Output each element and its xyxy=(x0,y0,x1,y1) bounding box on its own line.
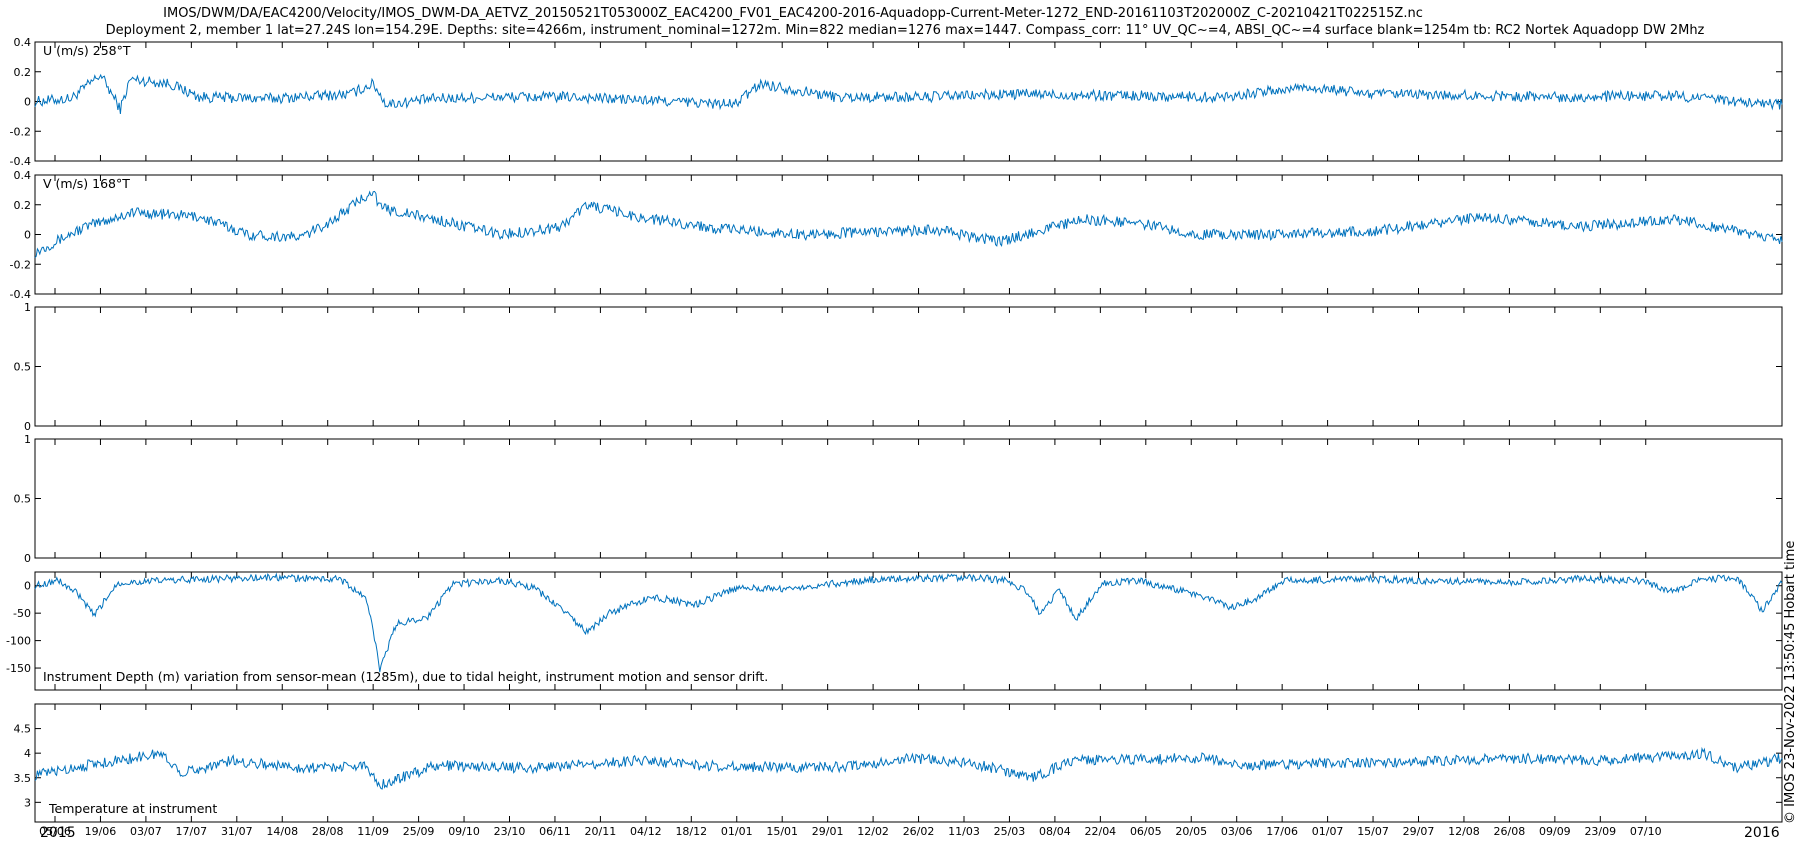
y-tick-label: 0.2 xyxy=(14,66,32,79)
y-tick-label: 0 xyxy=(24,552,31,565)
y-tick-label: -100 xyxy=(6,635,31,648)
panel-frame xyxy=(34,306,1783,427)
credit-text: © IMOS 23-Nov-2022 13:50:45 Hobart time xyxy=(1783,541,1798,824)
x-tick-label: 15/01 xyxy=(766,825,798,838)
x-tick-label: 23/10 xyxy=(494,825,526,838)
panel-label: Instrument Depth (m) variation from sens… xyxy=(43,669,768,684)
x-tick-label: 06/11 xyxy=(539,825,571,838)
x-tick-label: 26/08 xyxy=(1494,825,1526,838)
y-tick-label: -0.2 xyxy=(10,125,31,138)
figure-title-line1: IMOS/DWM/DA/EAC4200/Velocity/IMOS_DWM-DA… xyxy=(163,6,1423,21)
y-tick-label: 4.5 xyxy=(14,723,32,736)
y-tick-label: -150 xyxy=(6,662,31,675)
y-tick-label: -0.4 xyxy=(10,155,31,168)
x-year-end: 2016 xyxy=(1744,825,1780,841)
x-tick-label: 11/03 xyxy=(948,825,980,838)
x-tick-label: 07/10 xyxy=(1630,825,1662,838)
x-tick-label: 08/04 xyxy=(1039,825,1071,838)
y-tick-label: 1 xyxy=(24,433,31,446)
y-tick-label: 0 xyxy=(24,96,31,109)
panel-label: Temperature at instrument xyxy=(48,801,217,816)
figure-title-line2: Deployment 2, member 1 lat=27.24S lon=15… xyxy=(106,23,1705,38)
x-tick-label: 15/07 xyxy=(1357,825,1389,838)
x-tick-label: 20/11 xyxy=(585,825,617,838)
x-axis: 05/06 19/06 03/07 17/07 31/07 14/08 28/08 11/09… xyxy=(39,825,1661,838)
x-tick-label: 05/06 xyxy=(39,825,71,838)
y-tick-label: 1 xyxy=(24,301,31,314)
x-tick-label: 04/12 xyxy=(630,825,662,838)
x-tick-label: 29/01 xyxy=(812,825,844,838)
x-tick-label: 23/09 xyxy=(1584,825,1616,838)
x-tick-label: 25/03 xyxy=(994,825,1026,838)
series-line xyxy=(34,73,1783,115)
y-tick-label: 4 xyxy=(24,747,31,760)
x-tick-label: 20/05 xyxy=(1175,825,1207,838)
x-tick-label: 03/07 xyxy=(130,825,162,838)
y-tick-label: -50 xyxy=(13,607,31,620)
series-line xyxy=(34,572,1783,673)
panel-2: 0.4 0.2 0 -0.2 -0.4 V (m/s) 168°T xyxy=(10,169,1783,301)
x-tick-label: 25/09 xyxy=(403,825,435,838)
series-line xyxy=(34,746,1783,790)
x-tick-label: 28/08 xyxy=(312,825,344,838)
panel-5: 0 -50 -100 -150 Instrument Depth (m) variati… xyxy=(6,571,1783,691)
panel-label: U (m/s) 258°T xyxy=(43,43,131,58)
y-tick-label: 3 xyxy=(24,796,31,809)
x-tick-label: 18/12 xyxy=(675,825,707,838)
y-tick-label: 0.4 xyxy=(14,169,32,182)
panel-6: 4.5 4 3.5 3 Temperature at instrument xyxy=(14,703,1783,823)
y-tick-label: 3.5 xyxy=(14,772,32,785)
y-tick-label: 0.5 xyxy=(14,361,32,374)
x-tick-label: 22/04 xyxy=(1084,825,1116,838)
x-tick-label: 06/05 xyxy=(1130,825,1162,838)
panel-label: V (m/s) 168°T xyxy=(43,176,130,191)
x-tick-label: 17/06 xyxy=(1266,825,1298,838)
x-tick-label: 17/07 xyxy=(175,825,207,838)
x-tick-label: 12/08 xyxy=(1448,825,1480,838)
x-tick-label: 09/09 xyxy=(1539,825,1571,838)
panel-frame xyxy=(34,174,1783,295)
y-tick-label: 0 xyxy=(24,229,31,242)
y-tick-label: 0 xyxy=(24,580,31,593)
x-tick-label: 09/10 xyxy=(448,825,480,838)
y-tick-label: 0.2 xyxy=(14,199,32,212)
panel-1: 0.4 0.2 0 -0.2 -0.4 U (m/s) 258°T xyxy=(10,36,1783,168)
x-tick-label: 31/07 xyxy=(221,825,253,838)
panel-3: 10.50 xyxy=(14,301,1783,433)
y-tick-label: 0 xyxy=(24,420,31,433)
panel-4: 10.50 xyxy=(14,433,1783,565)
panel-frame xyxy=(34,703,1783,823)
x-tick-label: 03/06 xyxy=(1221,825,1253,838)
y-tick-label: -0.2 xyxy=(10,258,31,271)
x-tick-label: 26/02 xyxy=(903,825,935,838)
chart-panels: 0.4 0.2 0 -0.2 -0.4 U (m/s) 258°T 0.4 0.2 0 -0.2 -… xyxy=(6,36,1783,823)
panel-frame xyxy=(34,438,1783,559)
x-tick-label: 14/08 xyxy=(266,825,298,838)
panel-frame xyxy=(34,571,1783,691)
series-line xyxy=(34,190,1783,258)
y-tick-label: 0.5 xyxy=(14,493,32,506)
x-tick-label: 01/07 xyxy=(1312,825,1344,838)
x-tick-label: 19/06 xyxy=(85,825,117,838)
x-year-start: 2015 xyxy=(40,825,76,841)
x-tick-label: 29/07 xyxy=(1403,825,1435,838)
x-tick-label: 11/09 xyxy=(357,825,389,838)
x-tick-label: 12/02 xyxy=(857,825,889,838)
y-tick-label: -0.4 xyxy=(10,288,31,301)
x-tick-label: 01/01 xyxy=(721,825,753,838)
y-tick-label: 0.4 xyxy=(14,36,32,49)
